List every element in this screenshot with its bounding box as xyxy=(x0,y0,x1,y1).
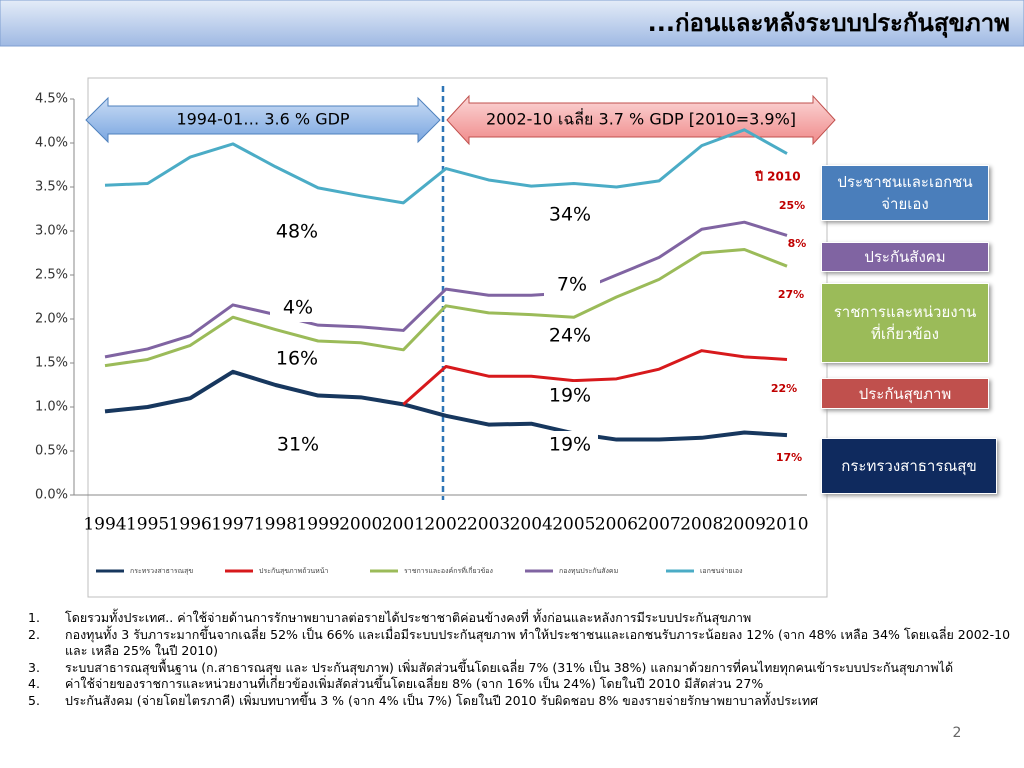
x-tick-label: 2007 xyxy=(637,515,680,535)
x-tick-label: 1996 xyxy=(169,515,212,535)
slide-title: ...ก่อนและหลังระบบประกันสุขภาพ xyxy=(648,9,1010,39)
annotation-bg xyxy=(542,201,598,229)
x-tick-label: 2008 xyxy=(680,515,723,535)
series-line xyxy=(104,369,788,442)
x-tick-label: 1998 xyxy=(254,515,297,535)
legend-label: ราชการและองค์กรที่เกี่ยวข้อง xyxy=(404,566,493,575)
y-tick-label: 1.5% xyxy=(35,356,68,371)
note: 5. ประกันสังคม (จ่ายโดยไตรภาคี) เพิ่มบทบา… xyxy=(28,693,1013,710)
annotation-bg xyxy=(270,294,326,322)
chart-frame xyxy=(87,77,828,598)
note-number: 4. xyxy=(28,676,40,691)
y-tick-label: 0.0% xyxy=(35,488,68,503)
share-label: 8% xyxy=(788,237,807,250)
legend-label: ประกันสุขภาพถ้วนหน้า xyxy=(259,567,329,575)
share-label: 27% xyxy=(778,288,804,301)
note-text: ประกันสังคม (จ่ายโดยไตรภาคี) เพิ่มบทบาทข… xyxy=(65,692,819,708)
side-label: ประกันสุขภาพ xyxy=(821,378,989,409)
x-tick-label: 1997 xyxy=(211,515,254,535)
x-tick-label: 2003 xyxy=(467,515,510,535)
series-line xyxy=(104,220,788,359)
period-label: 2002-10 เฉลี่ย 3.7 % GDP [2010=3.9%] xyxy=(486,108,796,129)
note-number: 5. xyxy=(28,692,40,708)
y-tick-label: 1.0% xyxy=(35,400,68,415)
side-label: ประชาชนและเอกชนจ่ายเอง xyxy=(821,165,989,221)
y-tick-label: 0.5% xyxy=(35,444,68,459)
series-line xyxy=(104,128,788,205)
x-tick-label: 1999 xyxy=(296,515,339,535)
side-label: ประกันสังคม xyxy=(821,242,989,272)
share-label: 22% xyxy=(771,382,797,395)
note-text: โดยรวมทั้งประเทศ.. ค่าใช้จ่ายด้านการรักษ… xyxy=(65,610,752,625)
series-line xyxy=(104,247,788,368)
series-line xyxy=(402,349,788,406)
note-number: 1. xyxy=(28,610,40,625)
note: 1. โดยรวมทั้งประเทศ.. ค่าใช้จ่ายด้านการรั… xyxy=(28,610,1013,627)
share-label: 25% xyxy=(779,199,805,212)
x-tick-label: 2005 xyxy=(552,515,595,535)
year-label: ปี 2010 xyxy=(755,170,801,184)
legend-label: กระทรวงสาธารณสุข xyxy=(130,567,193,575)
note: 3. ระบบสาธารณสุขพื้นฐาน (ก.สาธารณสุข และ … xyxy=(28,660,1013,677)
x-tick-label: 1995 xyxy=(126,515,169,535)
x-tick-label: 2002 xyxy=(424,515,467,535)
y-tick-label: 4.0% xyxy=(35,136,68,151)
x-tick-label: 2001 xyxy=(382,515,425,535)
period-label: 1994-01… 3.6 % GDP xyxy=(176,110,349,129)
y-tick-label: 2.0% xyxy=(35,312,68,327)
x-tick-label: 2010 xyxy=(765,515,808,535)
annotation: 7% xyxy=(557,274,587,296)
annotation: 19% xyxy=(549,385,591,407)
annotation: 16% xyxy=(276,348,318,370)
note-text: กองทุนทั้ง 3 รับภาระมากขึ้นจากเฉลี่ย 52%… xyxy=(65,626,1011,659)
y-tick-label: 3.0% xyxy=(35,224,68,239)
y-tick-label: 2.5% xyxy=(35,268,68,283)
annotation: 24% xyxy=(549,325,591,347)
header-bar xyxy=(0,0,1024,47)
note-text: ระบบสาธารณสุขพื้นฐาน (ก.สาธารณสุข และ ปร… xyxy=(65,659,954,675)
legend-label: กองทุนประกันสังคม xyxy=(559,567,618,575)
x-tick-label: 2009 xyxy=(723,515,766,535)
legend-label: เอกชนจ่ายเอง xyxy=(700,567,743,575)
annotation: 34% xyxy=(549,204,591,226)
note-number: 2. xyxy=(28,626,40,642)
annotation: 48% xyxy=(276,221,318,243)
annotation-bg xyxy=(542,322,598,350)
annotation: 31% xyxy=(277,434,319,456)
annotation-bg xyxy=(542,431,598,459)
y-tick-label: 4.5% xyxy=(35,92,68,107)
x-tick-label: 2000 xyxy=(339,515,382,535)
annotation-bg xyxy=(270,431,326,459)
annotation: 19% xyxy=(549,434,591,456)
x-tick-label: 2004 xyxy=(510,515,553,535)
note-number: 3. xyxy=(28,659,40,675)
share-label: 17% xyxy=(776,451,802,464)
note: 4. ค่าใช้จ่ายของราชการและหน่วยงานที่เกี่ย… xyxy=(28,676,1013,693)
period-arrow xyxy=(85,96,441,144)
y-tick-label: 3.5% xyxy=(35,180,68,195)
annotation-bg xyxy=(544,271,600,299)
x-tick-label: 2006 xyxy=(595,515,638,535)
notes: 1. โดยรวมทั้งประเทศ.. ค่าใช้จ่ายด้านการรั… xyxy=(28,610,1013,709)
annotation-bg xyxy=(542,382,598,410)
note: 2. กองทุนทั้ง 3 รับภาระมากขึ้นจากเฉลี่ย 5… xyxy=(28,627,1013,660)
x-tick-label: 1994 xyxy=(83,515,126,535)
side-label: กระทรวงสาธารณสุข xyxy=(821,438,997,494)
annotation-bg xyxy=(269,218,325,246)
annotation: 4% xyxy=(283,297,313,319)
side-label: ราชการและหน่วยงานที่เกี่ยวข้อง xyxy=(821,283,989,363)
note-text: ค่าใช้จ่ายของราชการและหน่วยงานที่เกี่ยวข… xyxy=(65,676,764,691)
annotation-bg xyxy=(269,345,325,373)
page-number: 2 xyxy=(953,725,962,741)
